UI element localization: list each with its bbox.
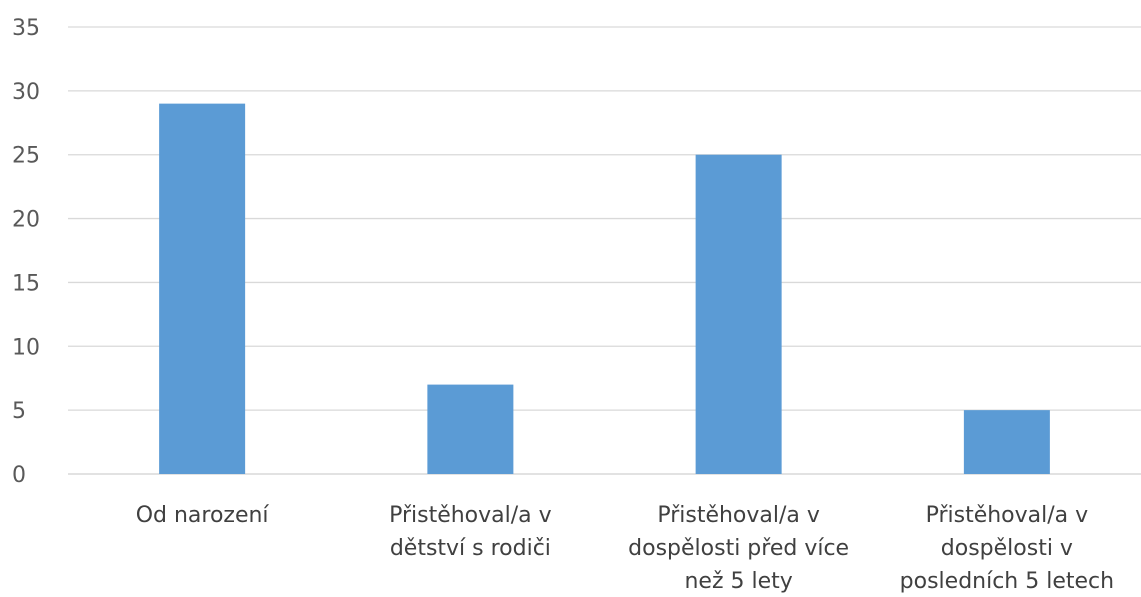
x-category-label-line: Přistěhoval/a v: [389, 503, 552, 528]
bar: [695, 154, 782, 474]
bars: [159, 103, 1050, 474]
x-category-label: Přistěhoval/a v dětství s rodiči: [389, 503, 552, 561]
x-category-label-line: dospělosti v: [941, 536, 1073, 561]
bar: [963, 410, 1050, 474]
y-tick-label: 35: [12, 16, 40, 41]
y-tick-label: 15: [12, 271, 40, 296]
x-category-label: Přistěhoval/a v dospělosti před více než 5…: [628, 503, 849, 594]
x-category-label-line: dospělosti před více: [628, 536, 849, 561]
y-tick-label: 25: [12, 144, 40, 169]
x-category-label: Přistěhoval/a v dospělosti v posledních 5 …: [900, 503, 1114, 594]
x-category-label-line: Přistěhoval/a v: [926, 503, 1089, 528]
y-tick-label: 20: [12, 208, 40, 233]
y-tick-label: 30: [12, 80, 40, 105]
bar: [159, 103, 246, 474]
x-category-label-line: Přistěhoval/a v: [657, 503, 820, 528]
bar: [427, 384, 514, 474]
y-tick-label: 10: [12, 335, 40, 360]
y-tick-label: 0: [12, 463, 26, 488]
y-tick-label: 5: [12, 399, 26, 424]
x-axis-labels: Od narození Přistěhoval/a v dětství s rodi…: [136, 503, 1114, 594]
x-category-label-line: než 5 lety: [684, 569, 792, 594]
x-category-label-line: posledních 5 letech: [900, 569, 1114, 594]
x-category-label-line: Od narození: [136, 503, 270, 528]
gridlines: [68, 26, 1141, 475]
y-axis-ticks: 0 5 10 15 20 25 30 35: [12, 16, 40, 488]
x-category-label-line: dětství s rodiči: [390, 536, 551, 561]
x-category-label: Od narození: [136, 503, 270, 528]
